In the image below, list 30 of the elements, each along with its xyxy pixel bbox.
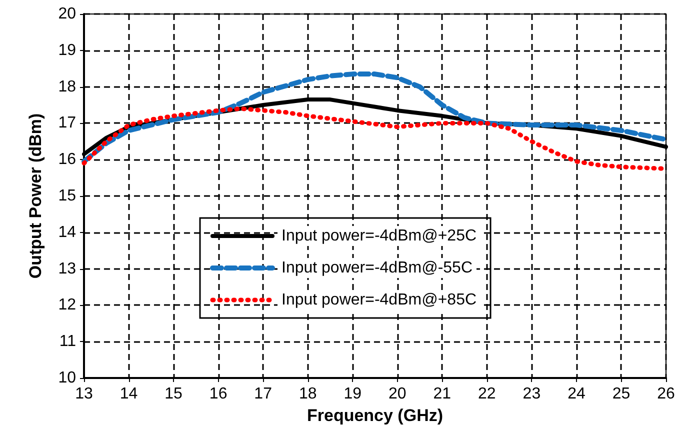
- x-tick-label: 15: [164, 386, 183, 402]
- x-tick-label: 16: [209, 386, 228, 402]
- y-tick-label: 12: [58, 296, 76, 314]
- y-tick-label: 16: [58, 151, 76, 168]
- x-tick-label: 13: [75, 386, 93, 402]
- x-tick-label: 20: [388, 386, 406, 402]
- legend-label: Input power=-4dBm@+85C: [282, 292, 477, 308]
- y-tick-label: 20: [58, 6, 76, 22]
- x-tick-label: 23: [522, 386, 541, 402]
- legend-label: Input power=-4dBm@-55C: [282, 260, 472, 276]
- y-tick-label: 19: [58, 42, 76, 59]
- legend-label: Input power=-4dBm@+25C: [282, 228, 477, 244]
- y-tick-label: 11: [59, 333, 76, 350]
- x-tick-label: 14: [120, 386, 138, 402]
- x-tick-label: 25: [612, 386, 630, 402]
- y-axis-title: Output Power (dBm): [26, 113, 45, 279]
- x-tick-label: 26: [657, 386, 675, 402]
- y-tick-label: 18: [58, 78, 76, 96]
- x-tick-label: 19: [344, 386, 362, 402]
- y-tick-label: 17: [58, 114, 76, 132]
- x-tick-label: 18: [298, 386, 317, 402]
- y-tick-label: 10: [58, 370, 76, 386]
- y-tick-label: 14: [58, 224, 76, 241]
- x-tick-label: 17: [254, 386, 272, 402]
- x-tick-label: 24: [568, 386, 586, 402]
- x-axis-title: Frequency (GHz): [306, 406, 444, 425]
- x-tick-label: 22: [478, 386, 496, 402]
- y-tick-label: 13: [58, 260, 76, 278]
- y-tick-label: 15: [58, 188, 76, 204]
- x-tick-label: 21: [433, 386, 452, 402]
